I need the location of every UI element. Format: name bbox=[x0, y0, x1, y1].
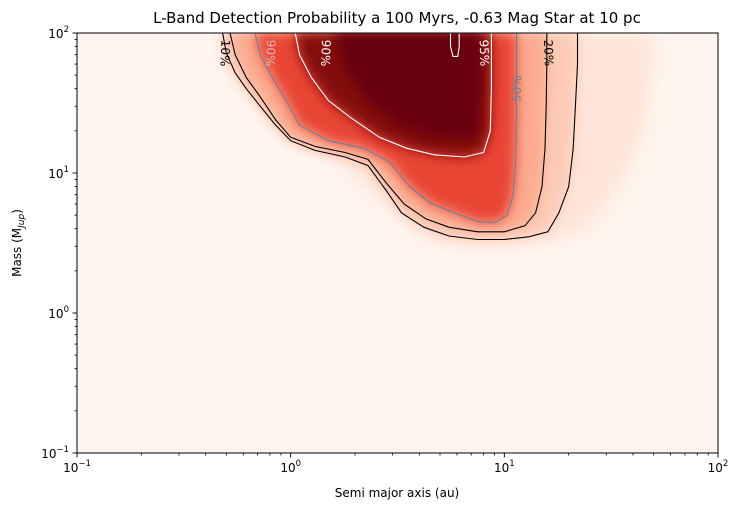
y-axis: 10−1 100 101 102 bbox=[41, 25, 77, 461]
y-axis-title-subscript: Jup bbox=[17, 213, 27, 229]
contour-label-10: 10% bbox=[218, 39, 233, 66]
contour-label-90: 90% bbox=[318, 39, 333, 66]
y-tick-label: 10−1 bbox=[41, 445, 69, 461]
contour-line-95 bbox=[449, 33, 460, 57]
x-tick-label: 100 bbox=[280, 459, 301, 475]
y-axis-title: Mass (MJup) bbox=[10, 209, 27, 277]
contour-label-90: 90% bbox=[263, 39, 278, 66]
heat-region-core bbox=[334, 33, 482, 139]
contour-line-20 bbox=[229, 33, 548, 233]
x-tick-label: 10−1 bbox=[63, 459, 91, 475]
contour-line-10 bbox=[222, 33, 579, 241]
y-tick-label: 100 bbox=[48, 305, 69, 321]
y-tick-label: 101 bbox=[48, 165, 69, 181]
x-axis: 10−1 100 101 102 bbox=[63, 453, 728, 475]
plot-area: 10% 90% 90% 95% 50% 20% bbox=[76, 32, 719, 454]
x-tick-label: 102 bbox=[708, 459, 729, 475]
contour-label-20: 20% bbox=[541, 39, 556, 66]
contour-line-90 bbox=[294, 33, 492, 158]
x-axis-title: Semi major axis (au) bbox=[335, 486, 459, 500]
x-tick-label: 101 bbox=[494, 459, 515, 475]
plot-frame bbox=[76, 32, 719, 454]
y-axis-title-close: ) bbox=[10, 209, 24, 214]
y-axis-title-main: Mass (M bbox=[10, 228, 24, 277]
contour-label-50: 50% bbox=[509, 75, 524, 102]
contour-label-95: 95% bbox=[477, 39, 492, 66]
heatmap-fill bbox=[216, 33, 654, 247]
contour-line-50 bbox=[254, 33, 518, 224]
contour-labels: 10% 90% 90% 95% 50% 20% bbox=[218, 39, 556, 102]
y-tick-label: 102 bbox=[48, 25, 69, 41]
chart-title: L-Band Detection Probability a 100 Myrs,… bbox=[153, 9, 641, 27]
contour-lines bbox=[222, 33, 579, 241]
